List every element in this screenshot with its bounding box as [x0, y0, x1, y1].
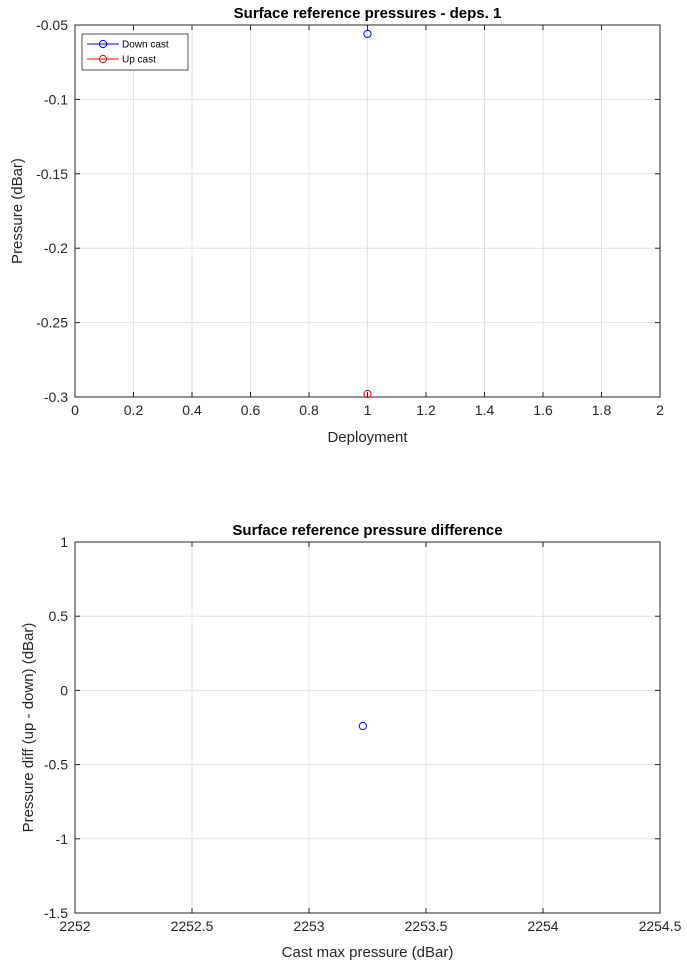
- y-tick-label: 1: [60, 534, 68, 550]
- x-tick-label: 1.8: [592, 402, 612, 418]
- x-tick-label: 2: [656, 402, 664, 418]
- x-tick-label: 2252.5: [171, 918, 214, 934]
- legend: Down cast Up cast: [81, 33, 189, 71]
- plot-background: [75, 542, 660, 913]
- y-tick-label: -0.15: [36, 166, 68, 182]
- y-tick-label: -0.1: [44, 91, 68, 107]
- x-tick-label: 2254.5: [639, 918, 682, 934]
- y-tick-label: -0.05: [36, 17, 68, 33]
- chart-1: 0 0.2 0.4 0.6 0.8 1 1.2 1.4 1.6 1.8 2 -0.05 -0.1 -0.1…: [9, 5, 664, 446]
- x-tick-label: 2254: [527, 918, 558, 934]
- chart-title: Surface reference pressure difference: [232, 522, 502, 539]
- legend-marker: [98, 39, 108, 49]
- y-tick-label: -0.5: [44, 757, 68, 773]
- x-tick-label: 0.8: [299, 402, 319, 418]
- x-tick-label: 2253: [293, 918, 324, 934]
- legend-label: Up cast: [122, 55, 156, 66]
- y-tick-label: 0: [60, 682, 68, 698]
- x-tick-label: 2252: [59, 918, 90, 934]
- y-tick-label: 0.5: [49, 608, 69, 624]
- axes-box: [74, 24, 661, 398]
- y-tick-label: -0.2: [44, 240, 68, 256]
- chart-title: Surface reference pressures - deps. 1: [234, 5, 502, 22]
- y-axis-label: Pressure diff (up - down) (dBar): [20, 623, 37, 833]
- legend-label: Down cast: [122, 40, 169, 51]
- x-tick-label: 1.2: [416, 402, 436, 418]
- x-axis-label: Deployment: [327, 429, 408, 446]
- axes-box: [74, 541, 661, 914]
- y-tick-label: -0.3: [44, 389, 68, 405]
- x-tick-label: 0.6: [241, 402, 261, 418]
- x-tick-label: 0.2: [124, 402, 144, 418]
- x-tick-label: 1: [364, 402, 372, 418]
- chart-2: 2252 2252.5 2253 2253.5 2254 2254.5 1 0.5 0 -0.5 -…: [20, 522, 682, 961]
- x-tick-label: 0: [71, 402, 79, 418]
- data-point-up-cast: [363, 389, 372, 399]
- x-tick-label: 2253.5: [405, 918, 448, 934]
- y-tick-label: -1: [56, 831, 69, 847]
- y-tick-label: -1.5: [44, 905, 68, 921]
- x-axis-label: Cast max pressure (dBar): [282, 944, 454, 961]
- data-point-down-cast: [363, 29, 372, 39]
- data-point-series-1: [358, 721, 367, 731]
- y-axis-label: Pressure (dBar): [9, 158, 26, 264]
- legend-marker: [98, 54, 108, 64]
- x-tick-label: 1.6: [533, 402, 553, 418]
- x-tick-label: 0.4: [182, 402, 202, 418]
- legend-box: [81, 33, 189, 71]
- y-tick-label: -0.25: [36, 315, 68, 331]
- x-tick-label: 1.4: [475, 402, 495, 418]
